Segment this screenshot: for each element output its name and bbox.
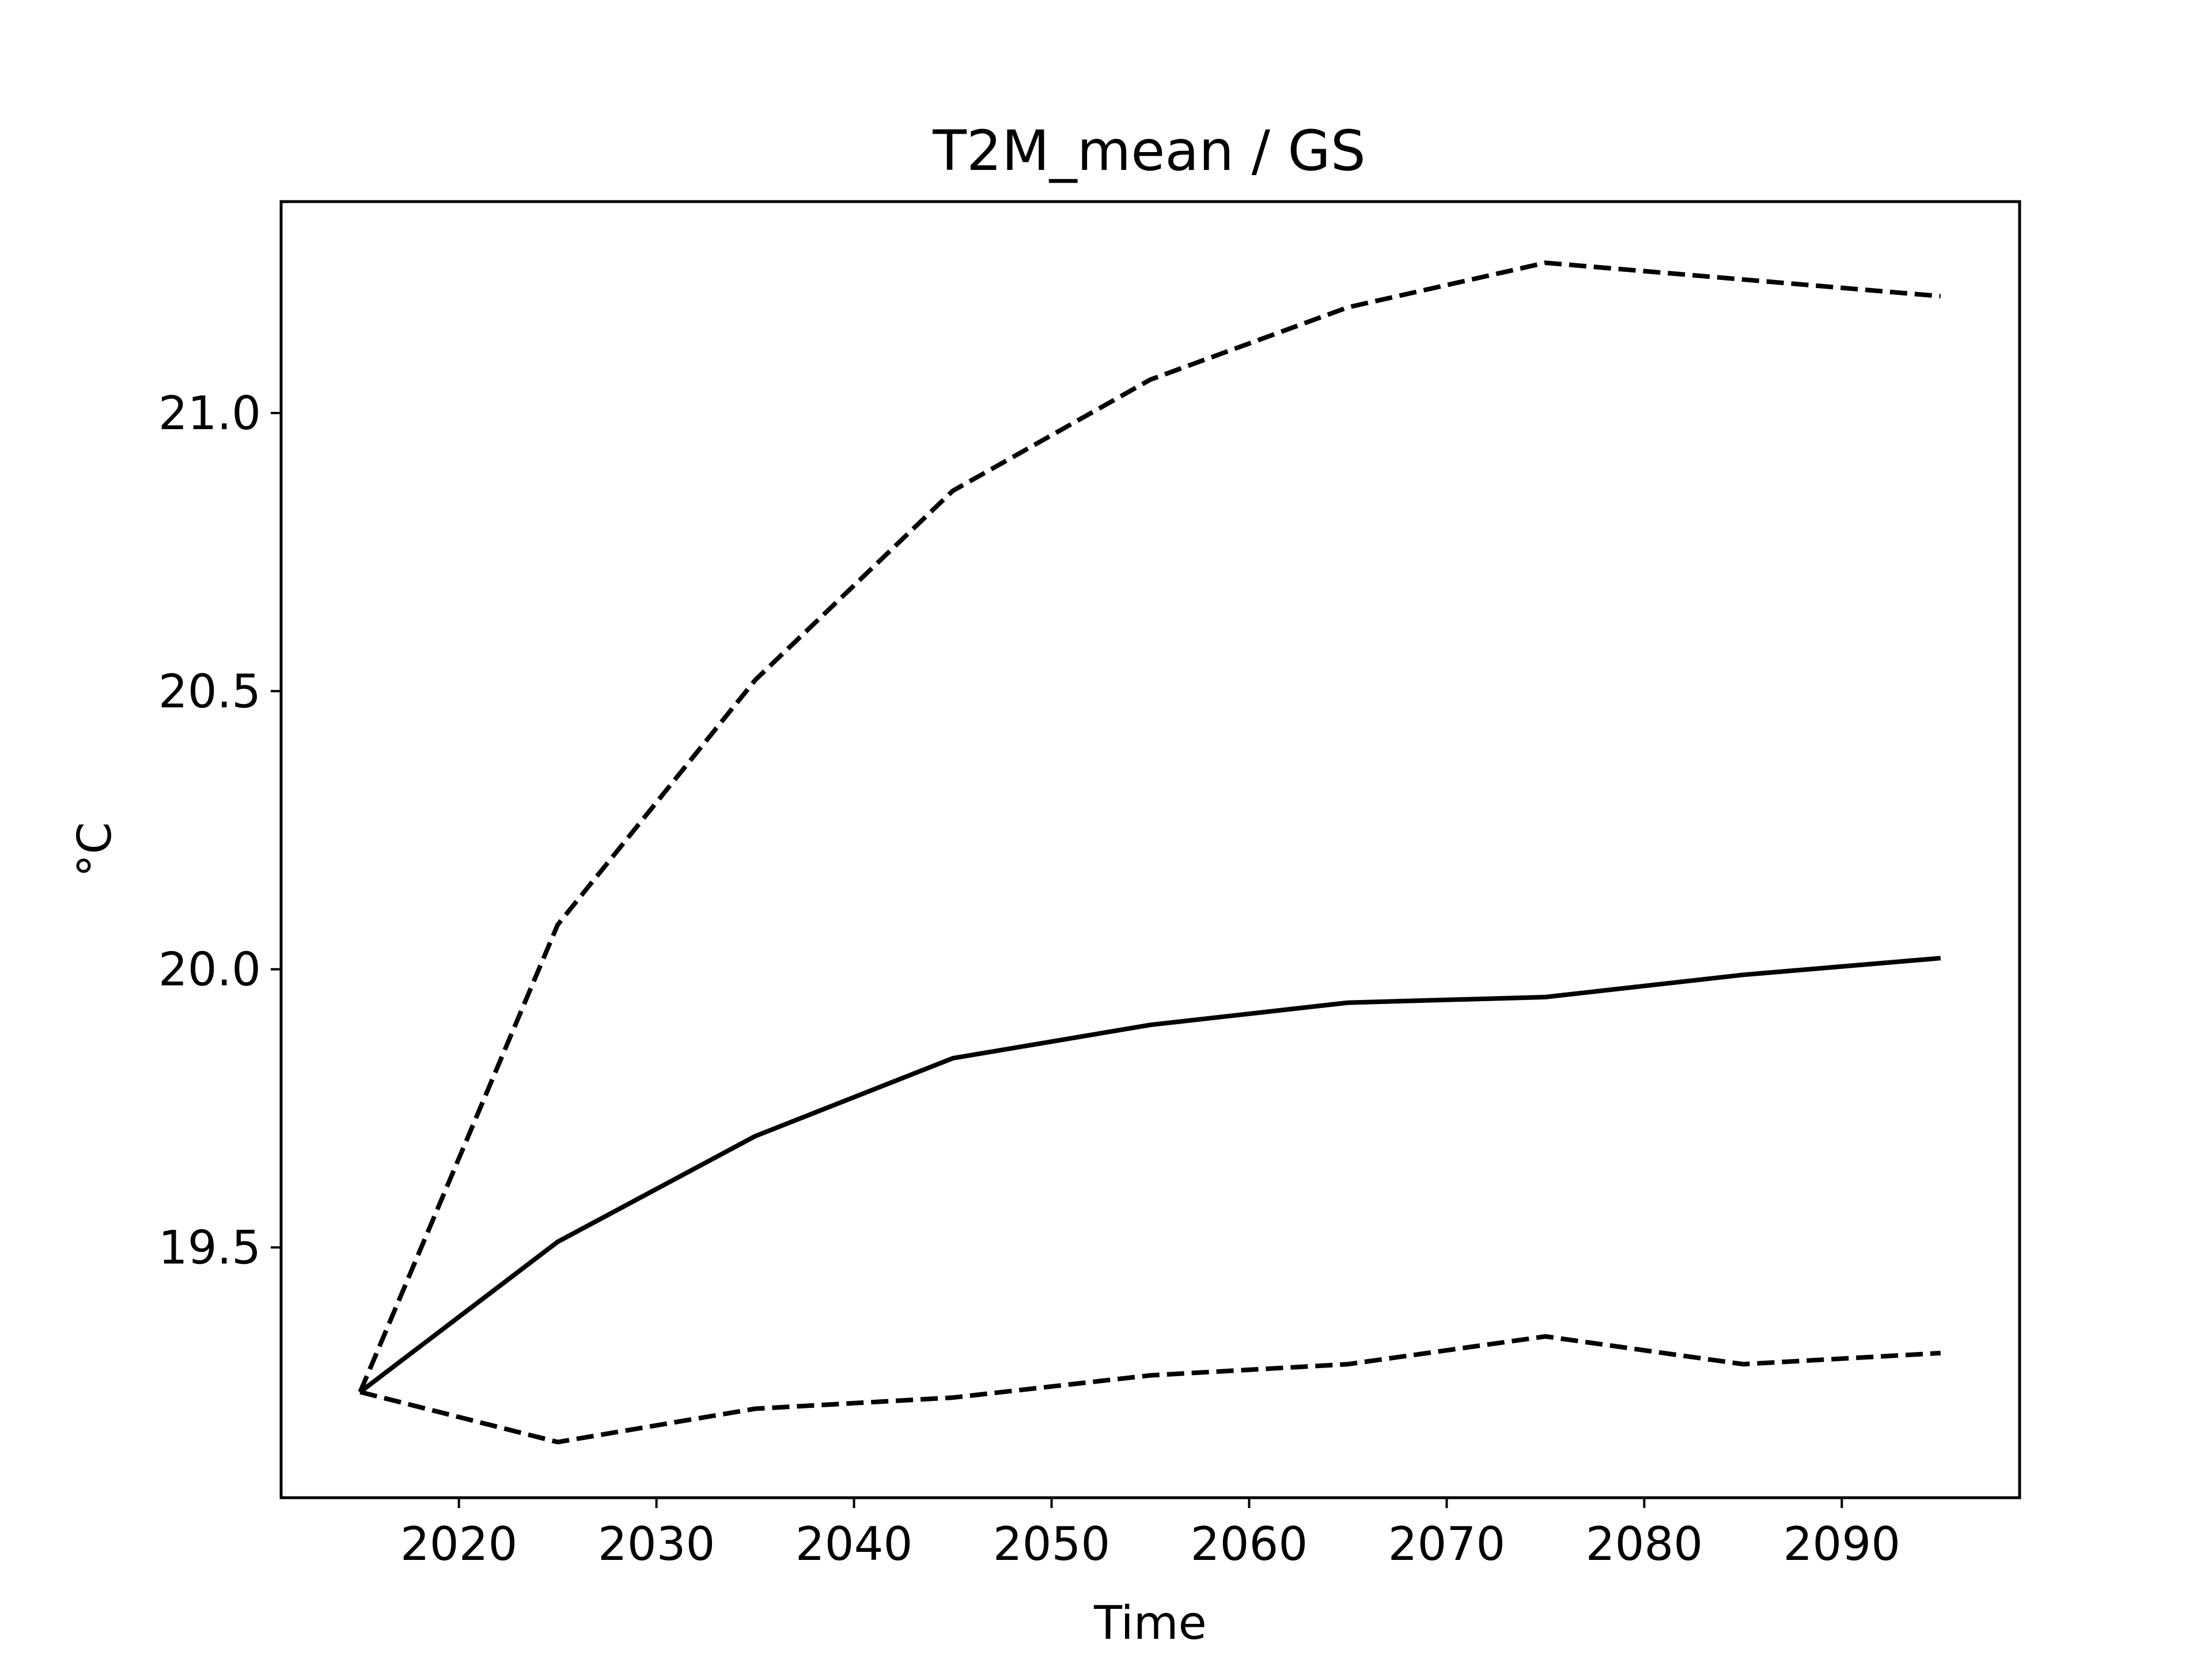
x-axis: 2020 2030 2040 2050 2060 2070 2080 2090 bbox=[400, 1498, 1900, 1571]
x-tick-label: 2070 bbox=[1388, 1517, 1506, 1571]
x-tick-label: 2020 bbox=[400, 1517, 518, 1571]
x-tick-label: 2040 bbox=[796, 1517, 913, 1571]
y-axis: 19.5 20.0 20.5 21.0 bbox=[158, 387, 281, 1274]
series-line-dashed-1 bbox=[358, 260, 1941, 1393]
y-tick-label: 19.5 bbox=[158, 1221, 261, 1274]
y-axis-label: °C bbox=[68, 822, 122, 877]
y-tick-label: 21.0 bbox=[158, 387, 261, 440]
x-tick-label: 2080 bbox=[1586, 1517, 1703, 1571]
y-tick-label: 20.5 bbox=[158, 665, 261, 718]
axes-frame bbox=[279, 200, 2021, 1499]
chart-title: T2M_mean / GS bbox=[932, 119, 1366, 183]
series-line-dashed-2 bbox=[359, 1334, 1941, 1445]
x-axis-label: Time bbox=[1093, 1596, 1207, 1650]
x-tick-label: 2030 bbox=[598, 1517, 715, 1571]
x-tick-label: 2050 bbox=[993, 1517, 1111, 1571]
x-tick-label: 2060 bbox=[1191, 1517, 1308, 1571]
plot-area bbox=[358, 260, 1941, 1445]
series-line-solid bbox=[358, 956, 1941, 1394]
y-tick-label: 20.0 bbox=[158, 943, 261, 997]
x-tick-label: 2090 bbox=[1783, 1517, 1901, 1571]
